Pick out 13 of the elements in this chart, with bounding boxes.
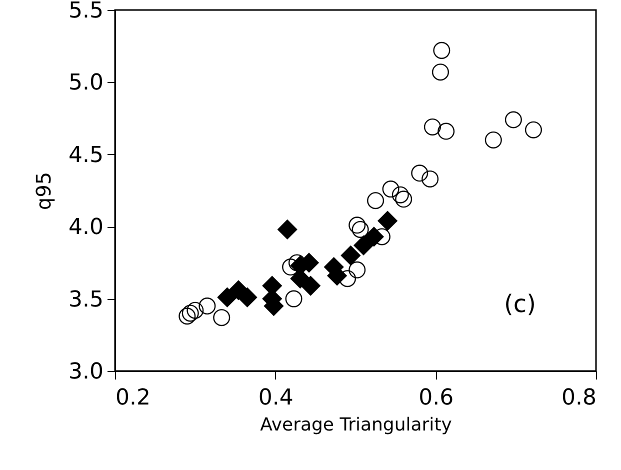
y-tick-label: 3.5 bbox=[68, 287, 104, 312]
x-tick-label: 0.8 bbox=[562, 386, 596, 410]
x-tick-label: 0.2 bbox=[116, 386, 150, 410]
annotation: (c) bbox=[504, 290, 536, 318]
y-tick-label: 5.5 bbox=[68, 0, 104, 24]
y-tick-label: 3.0 bbox=[68, 360, 104, 384]
y-tick-label: 4.5 bbox=[68, 142, 104, 168]
y-tick-label: 4.0 bbox=[68, 215, 104, 240]
x-axis-title: Average Triangularity bbox=[260, 414, 452, 436]
y-tick-label: 5.0 bbox=[68, 70, 104, 96]
x-tick-label: 0.6 bbox=[418, 386, 454, 410]
x-tick-label: 0.4 bbox=[258, 386, 294, 410]
y-axis-title: q95 bbox=[32, 172, 56, 210]
